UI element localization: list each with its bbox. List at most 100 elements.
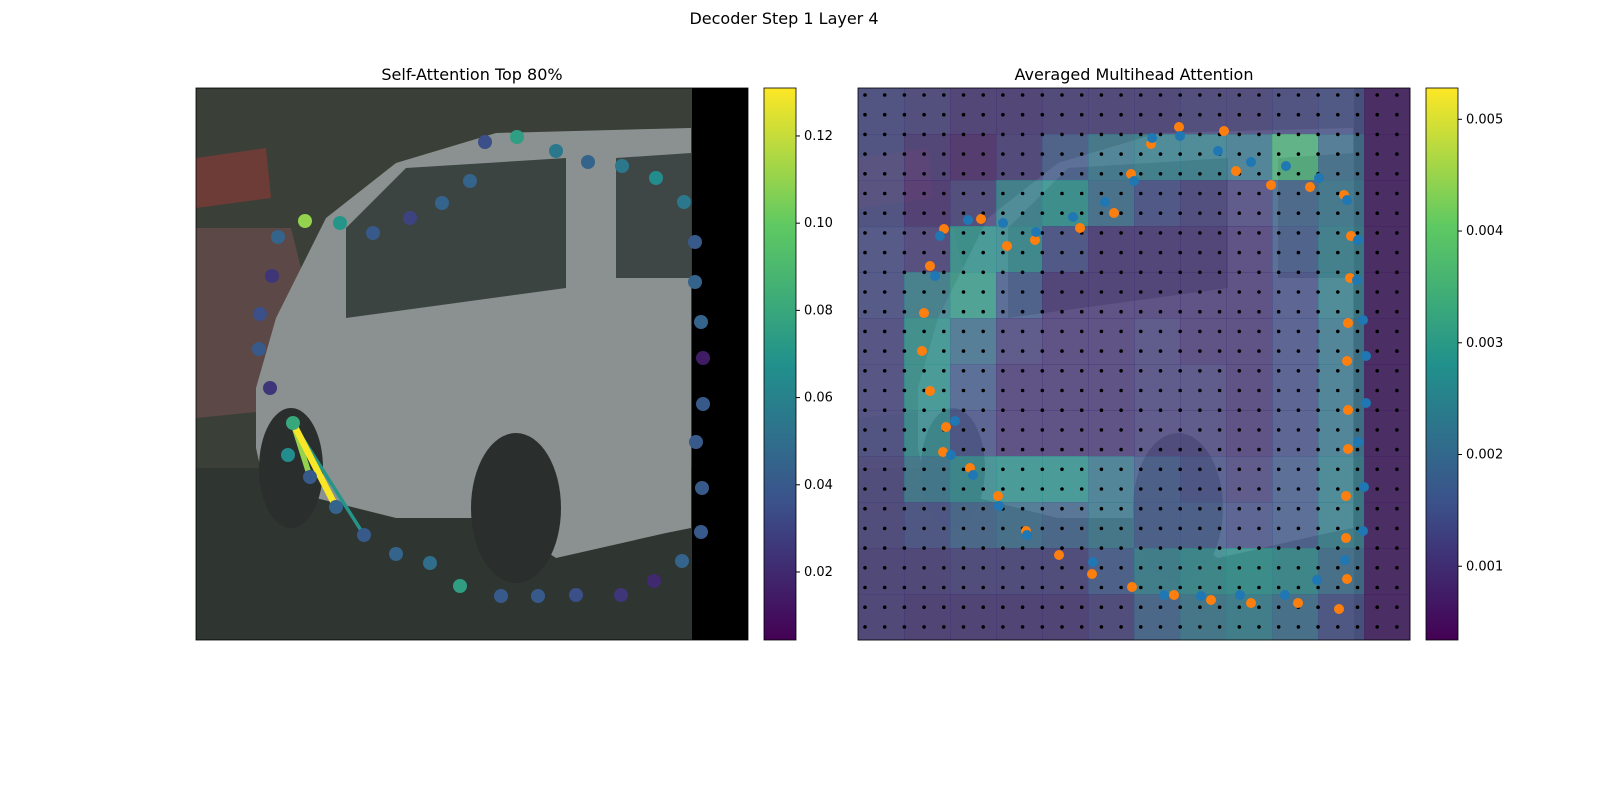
query-dot bbox=[981, 369, 985, 373]
query-dot bbox=[1178, 93, 1182, 97]
query-dot bbox=[942, 369, 946, 373]
query-dot bbox=[902, 112, 907, 117]
query-dot bbox=[961, 566, 966, 570]
query-dot bbox=[1099, 388, 1104, 393]
query-dot bbox=[1099, 408, 1104, 413]
query-dot bbox=[1178, 191, 1182, 196]
query-dot bbox=[1336, 231, 1340, 235]
point bbox=[281, 448, 295, 462]
query-dot bbox=[942, 546, 946, 550]
query-dot bbox=[1139, 329, 1143, 334]
point bbox=[677, 195, 691, 209]
left-panel bbox=[196, 88, 748, 640]
query-dot bbox=[961, 250, 966, 255]
query-dot bbox=[1375, 546, 1379, 550]
query-dot bbox=[1139, 191, 1143, 196]
query-dot bbox=[1375, 467, 1379, 472]
query-dot bbox=[1020, 546, 1025, 550]
query-dot bbox=[882, 369, 887, 373]
heatmap-cell bbox=[950, 226, 997, 273]
query-dot bbox=[1001, 211, 1005, 215]
query-dot bbox=[882, 566, 887, 570]
query-dot bbox=[1217, 270, 1222, 275]
query-dot bbox=[1079, 349, 1084, 353]
query-dot bbox=[882, 428, 887, 432]
point bbox=[1343, 318, 1353, 328]
query-dot bbox=[961, 369, 966, 373]
query-dot bbox=[1316, 408, 1320, 413]
query-dot bbox=[1139, 369, 1143, 373]
point bbox=[998, 218, 1008, 228]
query-dot bbox=[1237, 369, 1242, 373]
query-dot bbox=[922, 487, 926, 491]
query-dot bbox=[942, 506, 946, 511]
query-dot bbox=[1079, 369, 1084, 373]
query-dot bbox=[1060, 231, 1064, 235]
query-dot bbox=[1139, 250, 1143, 255]
point bbox=[1235, 590, 1245, 600]
query-dot bbox=[1336, 329, 1340, 334]
query-dot bbox=[1296, 487, 1301, 491]
query-dot bbox=[1178, 290, 1182, 294]
query-dot bbox=[882, 408, 887, 413]
heatmap-cell bbox=[904, 594, 951, 641]
query-dot bbox=[922, 211, 926, 215]
query-dot bbox=[1336, 191, 1340, 196]
query-dot bbox=[1395, 428, 1399, 432]
query-dot bbox=[1040, 467, 1045, 472]
query-dot bbox=[1316, 369, 1320, 373]
heatmap-cell bbox=[1364, 180, 1411, 227]
query-dot bbox=[1198, 93, 1202, 97]
point bbox=[463, 174, 477, 188]
point bbox=[1341, 491, 1351, 501]
query-dot bbox=[1257, 388, 1261, 393]
query-dot bbox=[981, 526, 985, 531]
point bbox=[1314, 173, 1324, 183]
query-dot bbox=[1158, 625, 1163, 629]
point bbox=[1054, 550, 1064, 560]
query-dot bbox=[1060, 132, 1064, 137]
query-dot bbox=[1355, 112, 1360, 117]
query-dot bbox=[1001, 191, 1005, 196]
point bbox=[1293, 598, 1303, 608]
query-dot bbox=[922, 625, 926, 629]
query-dot bbox=[1178, 467, 1182, 472]
point bbox=[1341, 533, 1351, 543]
query-dot bbox=[961, 546, 966, 550]
query-dot bbox=[922, 546, 926, 550]
query-dot bbox=[1040, 526, 1045, 531]
point bbox=[253, 307, 267, 321]
query-dot bbox=[863, 526, 867, 531]
query-dot bbox=[1237, 625, 1242, 629]
query-dot bbox=[1198, 290, 1202, 294]
query-dot bbox=[1040, 585, 1045, 590]
query-dot bbox=[1178, 211, 1182, 215]
query-dot bbox=[1296, 625, 1301, 629]
heatmap-cell bbox=[904, 318, 951, 365]
query-dot bbox=[922, 506, 926, 511]
query-dot bbox=[1178, 231, 1182, 235]
query-dot bbox=[1296, 428, 1301, 432]
heatmap-cell bbox=[1226, 226, 1273, 273]
query-dot bbox=[1296, 585, 1301, 590]
query-dot bbox=[1355, 270, 1360, 275]
point bbox=[1127, 582, 1137, 592]
query-dot bbox=[1336, 270, 1340, 275]
query-dot bbox=[922, 408, 926, 413]
query-dot bbox=[1217, 487, 1222, 491]
query-dot bbox=[1139, 349, 1143, 353]
point bbox=[696, 397, 710, 411]
query-dot bbox=[1355, 428, 1360, 432]
query-dot bbox=[961, 388, 966, 393]
query-dot bbox=[882, 231, 887, 235]
heatmap-cell bbox=[1226, 456, 1273, 503]
point bbox=[549, 144, 563, 158]
query-dot bbox=[1060, 428, 1064, 432]
query-dot bbox=[1060, 290, 1064, 294]
query-dot bbox=[1060, 191, 1064, 196]
colorbar-tick-label: 0.005 bbox=[1466, 112, 1503, 127]
query-dot bbox=[922, 369, 926, 373]
query-dot bbox=[981, 605, 985, 609]
query-dot bbox=[1316, 388, 1320, 393]
query-dot bbox=[1001, 290, 1005, 294]
